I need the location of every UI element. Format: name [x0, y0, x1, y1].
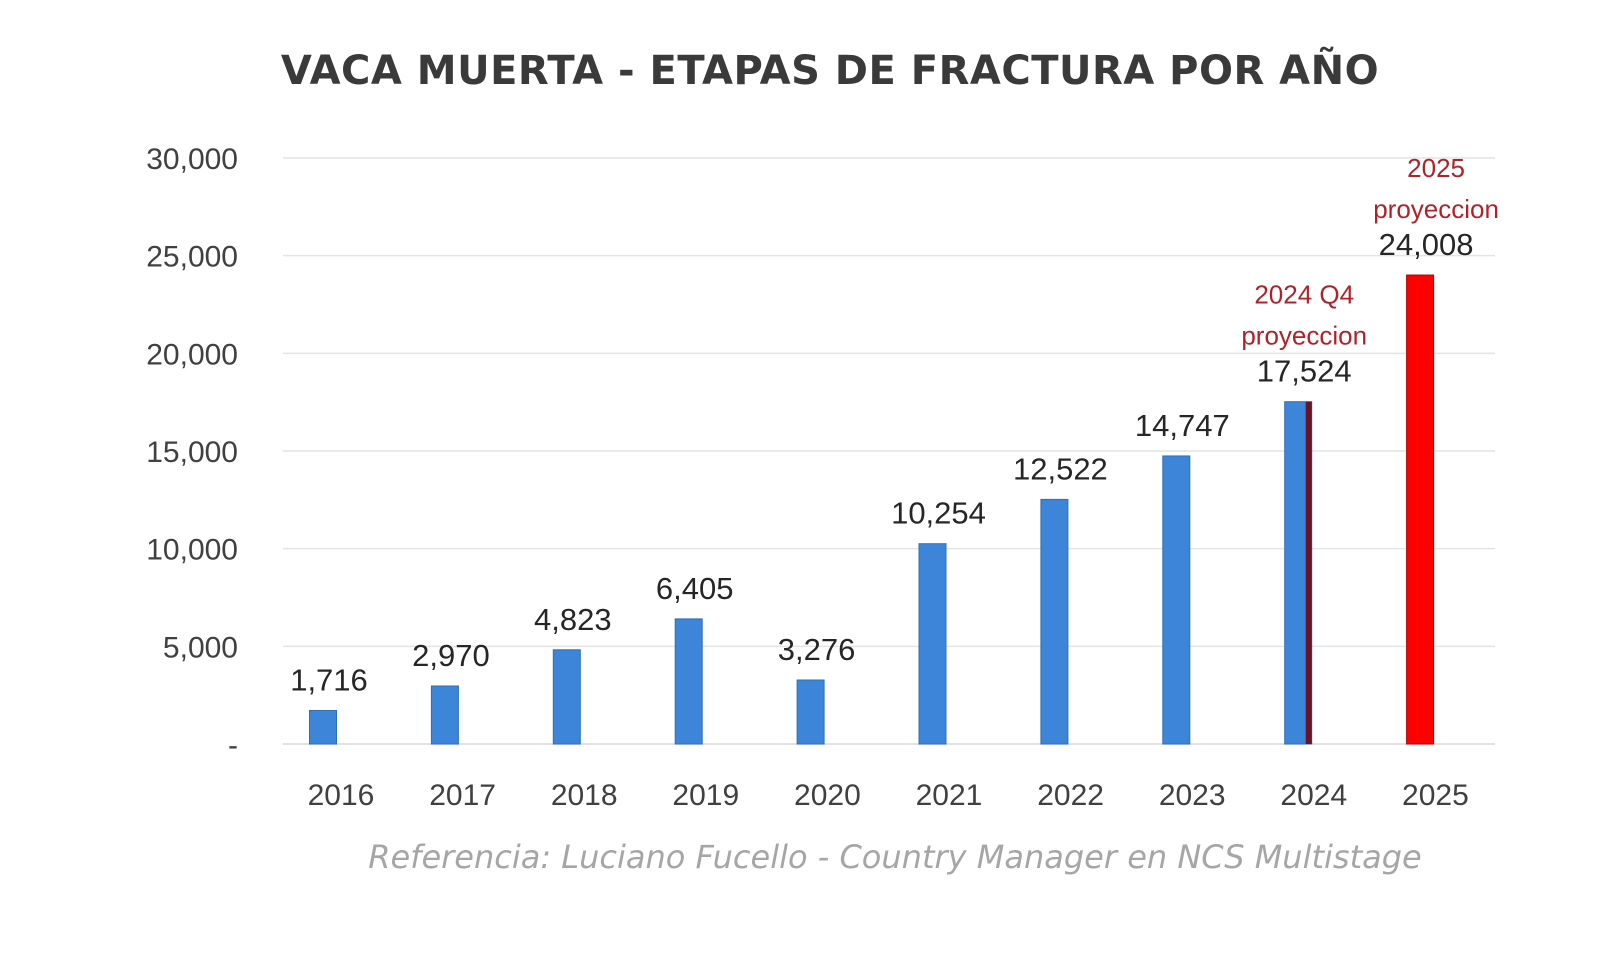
y-tick-label: 20,000: [146, 338, 238, 371]
annotation-2024: 2024 Q4: [1254, 280, 1354, 310]
bar-2023: [1162, 455, 1191, 745]
bar-2022: [1040, 498, 1069, 745]
x-tick-label: 2019: [672, 779, 739, 812]
y-tick-label: -: [228, 729, 238, 762]
y-tick-label: 15,000: [146, 436, 238, 469]
annotation-2024: proyeccion: [1241, 321, 1367, 351]
data-label: 1,716: [290, 662, 368, 697]
y-tick-label: 25,000: [146, 241, 238, 274]
bar-2024-projection-segment: [1305, 401, 1312, 744]
y-tick-label: 30,000: [146, 143, 238, 176]
x-tick-label: 2023: [1159, 779, 1226, 812]
data-label: 2,970: [412, 638, 490, 673]
annotation-2025: 2025: [1407, 153, 1465, 183]
x-tick-label: 2024: [1280, 779, 1347, 812]
annotation-2025: proyeccion: [1373, 194, 1499, 224]
data-label: 14,747: [1135, 408, 1230, 443]
chart-title: VACA MUERTA - ETAPAS DE FRACTURA POR AÑO: [280, 48, 1380, 94]
bar-2017: [430, 685, 459, 745]
bar-2018: [552, 649, 581, 745]
y-tick-label: 5,000: [163, 631, 238, 664]
data-label: 3,276: [778, 632, 856, 667]
bar-2020: [796, 679, 825, 745]
reference-note: Referencia: Luciano Fucello - Country Ma…: [368, 838, 1422, 876]
data-label: 4,823: [534, 602, 612, 637]
y-tick-label: 10,000: [146, 534, 238, 567]
x-tick-label: 2017: [429, 779, 496, 812]
data-label: 10,254: [891, 496, 986, 531]
data-label: 24,008: [1379, 227, 1474, 262]
x-tick-label: 2018: [551, 779, 618, 812]
x-tick-label: 2022: [1037, 779, 1104, 812]
x-tick-label: 2025: [1402, 779, 1469, 812]
data-label: 12,522: [1013, 451, 1108, 486]
x-tick-label: 2021: [916, 779, 983, 812]
data-label: 17,524: [1257, 354, 1352, 389]
bar-2021: [918, 543, 947, 745]
bar-2019: [674, 618, 703, 745]
bar-2025: [1406, 274, 1435, 745]
data-label: 6,405: [656, 571, 734, 606]
x-tick-label: 2020: [794, 779, 861, 812]
x-tick-label: 2016: [308, 779, 375, 812]
bar-2016: [309, 709, 337, 745]
